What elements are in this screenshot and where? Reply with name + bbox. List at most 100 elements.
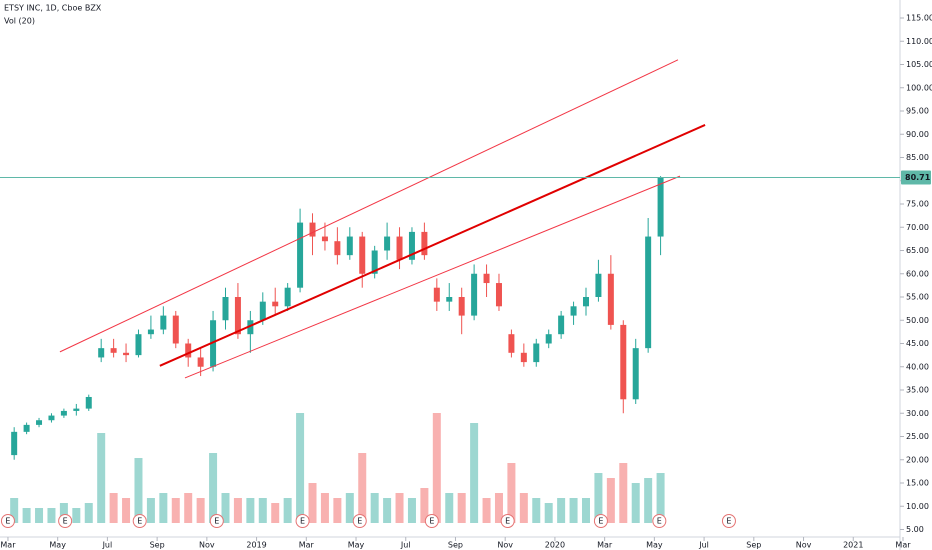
candle-body bbox=[11, 431, 18, 456]
volume-bar bbox=[10, 498, 19, 523]
candle-body bbox=[396, 236, 403, 260]
volume-bar bbox=[644, 478, 653, 523]
candle-body bbox=[85, 396, 92, 409]
candle-body bbox=[607, 273, 614, 325]
earnings-label: E bbox=[657, 517, 662, 526]
volume-bar bbox=[159, 493, 168, 523]
earnings-label: E bbox=[429, 517, 434, 526]
candle-body bbox=[297, 222, 304, 288]
earnings-label: E bbox=[505, 517, 510, 526]
earnings-label: E bbox=[598, 517, 603, 526]
volume-bar bbox=[308, 483, 317, 523]
y-tick-label: 65.00 bbox=[906, 246, 929, 255]
y-tick-label: 50.00 bbox=[906, 316, 929, 325]
y-tick-label: 20.00 bbox=[906, 455, 929, 464]
last-price-label: 80.71 bbox=[905, 173, 931, 182]
y-tick-label: 90.00 bbox=[906, 130, 929, 139]
volume-bar bbox=[59, 503, 68, 523]
trend-line bbox=[184, 175, 681, 379]
volume-bar bbox=[457, 493, 466, 523]
earnings-label: E bbox=[726, 517, 731, 526]
candle-body bbox=[210, 320, 217, 367]
volume-bar bbox=[470, 423, 479, 523]
candle-body bbox=[495, 283, 502, 307]
x-tick-label: 2019 bbox=[246, 541, 266, 550]
volume-bar bbox=[532, 498, 541, 523]
earnings-label: E bbox=[63, 517, 68, 526]
earnings-label: E bbox=[300, 517, 305, 526]
candle-body bbox=[346, 236, 353, 256]
volume-bar bbox=[283, 498, 292, 523]
candle-body bbox=[23, 424, 30, 432]
volume-bar bbox=[271, 503, 280, 523]
earnings-marker bbox=[500, 514, 515, 528]
candle-body bbox=[458, 297, 465, 316]
volume-bar bbox=[184, 493, 193, 523]
earnings-label: E bbox=[137, 517, 142, 526]
x-tick-label: Mar bbox=[299, 541, 315, 550]
y-tick-label: 55.00 bbox=[906, 293, 929, 302]
volume-bar bbox=[146, 498, 155, 523]
candle-body bbox=[545, 334, 552, 344]
candle-body bbox=[595, 273, 602, 297]
volume-bar bbox=[122, 498, 131, 523]
candle-body bbox=[110, 348, 117, 353]
x-tick-label: Jul bbox=[698, 541, 709, 550]
candle-body bbox=[446, 297, 453, 302]
volume-bar bbox=[47, 508, 56, 523]
candle-body bbox=[284, 287, 291, 307]
volume-bar bbox=[432, 413, 441, 523]
candle-body bbox=[384, 236, 391, 251]
trend-line bbox=[159, 124, 706, 367]
y-tick-label: 85.00 bbox=[906, 153, 929, 162]
y-tick-label: 100.00 bbox=[906, 83, 932, 92]
candle-body bbox=[620, 324, 627, 400]
candle-body bbox=[359, 236, 366, 274]
candle-body bbox=[421, 231, 428, 256]
candle-body bbox=[222, 297, 229, 321]
candle-body bbox=[645, 236, 652, 349]
volume-bar bbox=[196, 498, 205, 523]
y-tick-label: 15.00 bbox=[906, 479, 929, 488]
x-tick-label: Sep bbox=[150, 541, 165, 550]
candle-body bbox=[172, 315, 179, 344]
candle-body bbox=[334, 241, 341, 256]
chart-title: ETSY INC, 1D, Cboe BZX bbox=[4, 4, 102, 13]
x-tick-label: Mar bbox=[597, 541, 613, 550]
candle-body bbox=[508, 334, 515, 353]
volume-bar bbox=[482, 498, 491, 523]
earnings-marker bbox=[721, 514, 736, 528]
candle-body bbox=[197, 357, 204, 367]
earnings-marker bbox=[352, 514, 367, 528]
volume-bar bbox=[395, 493, 404, 523]
candle-body bbox=[234, 297, 241, 335]
last-price-box bbox=[901, 170, 931, 185]
x-tick-label: Nov bbox=[199, 541, 215, 550]
volume-bar bbox=[606, 478, 615, 523]
candle-body bbox=[582, 297, 589, 307]
volume-bar bbox=[507, 463, 516, 523]
volume-bar bbox=[258, 498, 267, 523]
volume-bar bbox=[22, 508, 31, 523]
candle-body bbox=[558, 315, 565, 335]
earnings-marker bbox=[593, 514, 608, 528]
x-tick-label: Nov bbox=[497, 541, 513, 550]
y-tick-label: 25.00 bbox=[906, 432, 929, 441]
y-tick-label: 30.00 bbox=[906, 409, 929, 418]
earnings-label: E bbox=[214, 517, 219, 526]
candle-body bbox=[520, 352, 527, 363]
volume-bar bbox=[333, 498, 342, 523]
candle-body bbox=[160, 315, 167, 330]
earnings-label: E bbox=[357, 517, 362, 526]
y-tick-label: 70.00 bbox=[906, 223, 929, 232]
y-tick-label: 45.00 bbox=[906, 339, 929, 348]
candle-body bbox=[135, 334, 142, 356]
x-tick-label: May bbox=[348, 541, 365, 550]
earnings-marker bbox=[209, 514, 224, 528]
candle-body bbox=[533, 343, 540, 363]
volume-bar bbox=[544, 503, 553, 523]
volume-bar bbox=[320, 493, 329, 523]
candle-body bbox=[147, 329, 154, 335]
volume-bar bbox=[109, 493, 118, 523]
